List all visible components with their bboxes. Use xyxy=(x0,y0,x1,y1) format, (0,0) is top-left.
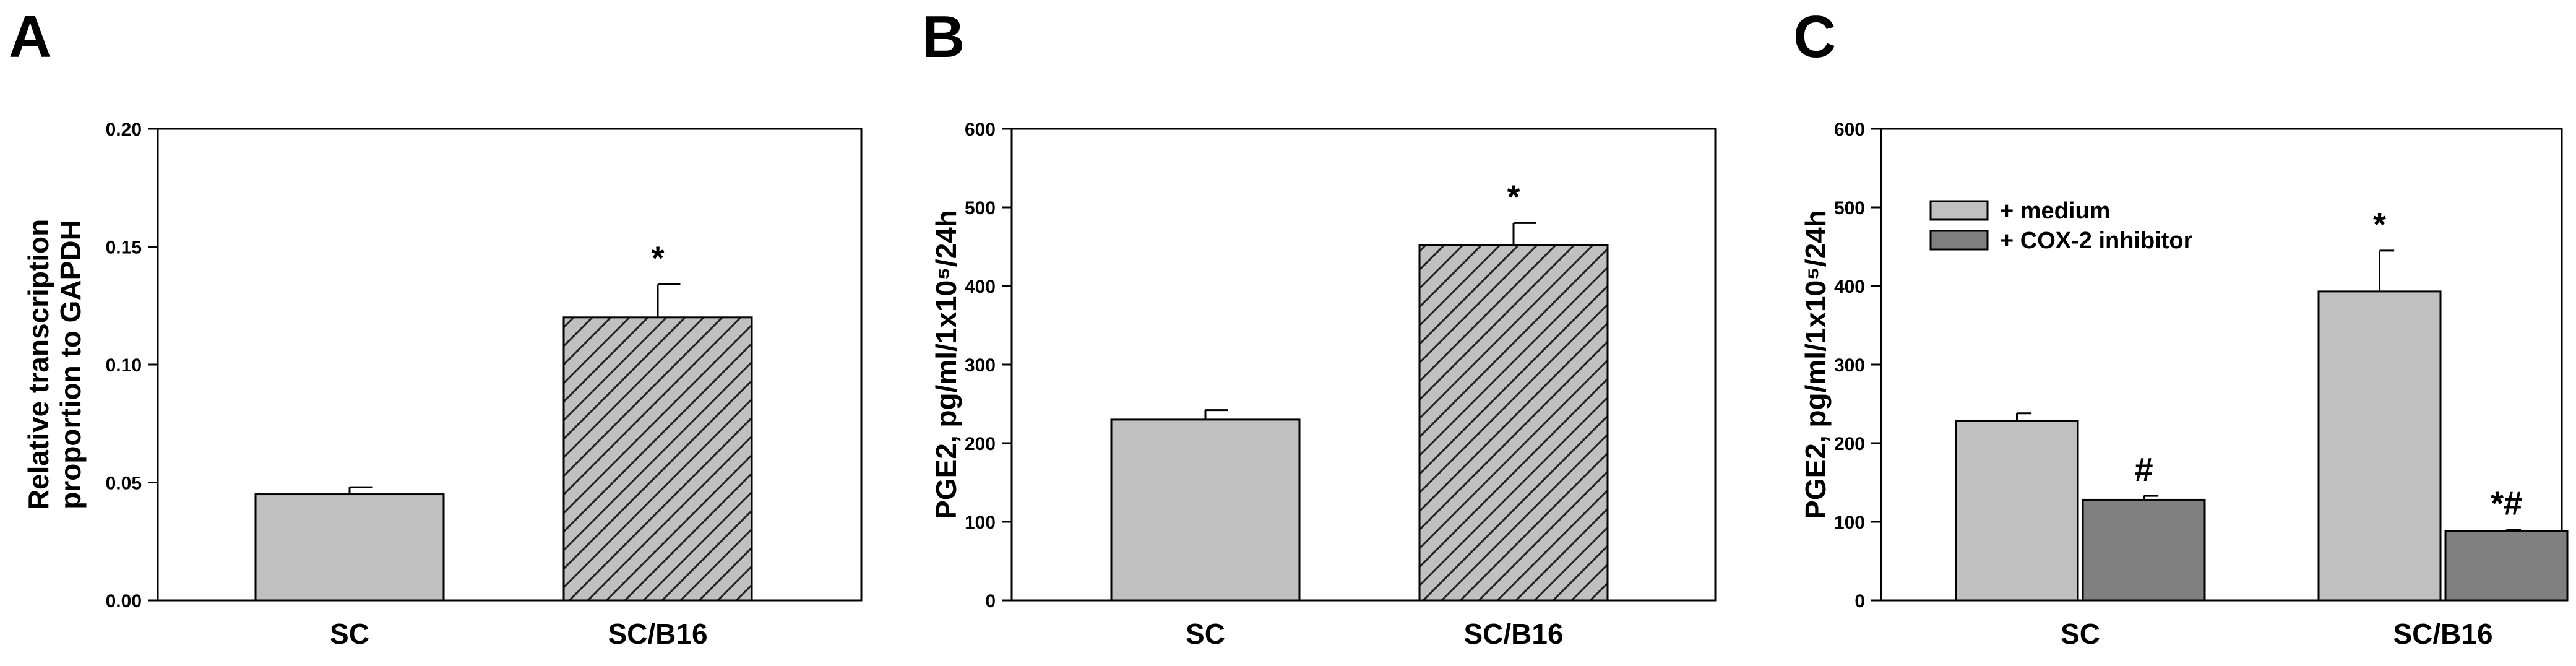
y-tick-label: 200 xyxy=(965,434,996,454)
panel-b: B 0 100 200 300 400 500 600 PGE2, pg/ml/1x10⁵/24… xyxy=(922,4,1717,650)
x-category-label: SC xyxy=(330,618,369,650)
x-category-label: SC xyxy=(2061,618,2100,650)
panel-letter: B xyxy=(922,4,965,70)
y-tick-label: 100 xyxy=(965,512,996,533)
bar xyxy=(1955,420,2079,602)
y-tick-label: 500 xyxy=(965,198,996,218)
panel-a: A 0.00 0.05 0.10 0.15 0.20 Relative transcript… xyxy=(9,4,863,650)
y-tick-label: 0.10 xyxy=(106,355,142,376)
y-tick-label: 0 xyxy=(985,591,996,612)
panel-c: C 0 100 200 300 400 500 600 PGE2, pg/ml/1x10⁵/24… xyxy=(1793,4,2569,650)
bar xyxy=(1418,244,1609,602)
y-tick-label: 300 xyxy=(1834,355,1865,376)
y-tick-label: 100 xyxy=(1834,512,1865,533)
y-tick-label: 0.00 xyxy=(106,591,142,612)
y-tick-label: 500 xyxy=(1834,198,1865,218)
bar xyxy=(2317,290,2442,602)
legend-swatch xyxy=(1929,200,1989,221)
y-tick-label: 0.05 xyxy=(106,474,142,494)
legend-swatch xyxy=(1929,230,1989,251)
y-tick-label: 300 xyxy=(965,355,996,376)
bar xyxy=(254,493,445,602)
x-category-label: SC/B16 xyxy=(2393,618,2492,650)
x-category-label: SC/B16 xyxy=(608,618,707,650)
significance-mark: # xyxy=(2134,451,2153,488)
panel-letter: C xyxy=(1793,4,1836,70)
bar xyxy=(2444,530,2569,602)
bar xyxy=(1110,418,1301,602)
legend-label: + COX-2 inhibitor xyxy=(2000,228,2193,254)
y-tick-label: 400 xyxy=(1834,277,1865,297)
y-tick-label: 600 xyxy=(965,119,996,140)
legend: + medium + COX-2 inhibitor xyxy=(1929,198,2193,254)
y-tick-label: 0.20 xyxy=(106,119,142,140)
significance-mark: * xyxy=(2373,206,2386,243)
y-axis-title: PGE2, pg/ml/1x10⁵/24h xyxy=(930,210,962,519)
y-tick-label: 400 xyxy=(965,277,996,297)
y-tick-label: 600 xyxy=(1834,119,1865,140)
legend-label: + medium xyxy=(2000,198,2110,224)
y-axis-title: proportion to GAPDH xyxy=(54,220,87,509)
bar xyxy=(2082,498,2206,602)
y-axis-title: PGE2, pg/ml/1x10⁵/24h xyxy=(1799,210,1832,519)
bar xyxy=(562,316,753,602)
significance-mark: * xyxy=(1507,178,1520,215)
significance-mark: *# xyxy=(2491,485,2522,522)
panel-letter: A xyxy=(9,4,51,70)
x-category-label: SC/B16 xyxy=(1463,618,1563,650)
x-category-label: SC xyxy=(1186,618,1225,650)
significance-mark: * xyxy=(651,240,664,277)
y-tick-label: 0 xyxy=(1854,591,1865,612)
y-tick-label: 200 xyxy=(1834,434,1865,454)
y-axis-title: Relative transcription xyxy=(22,219,54,510)
y-tick-label: 0.15 xyxy=(106,238,142,258)
